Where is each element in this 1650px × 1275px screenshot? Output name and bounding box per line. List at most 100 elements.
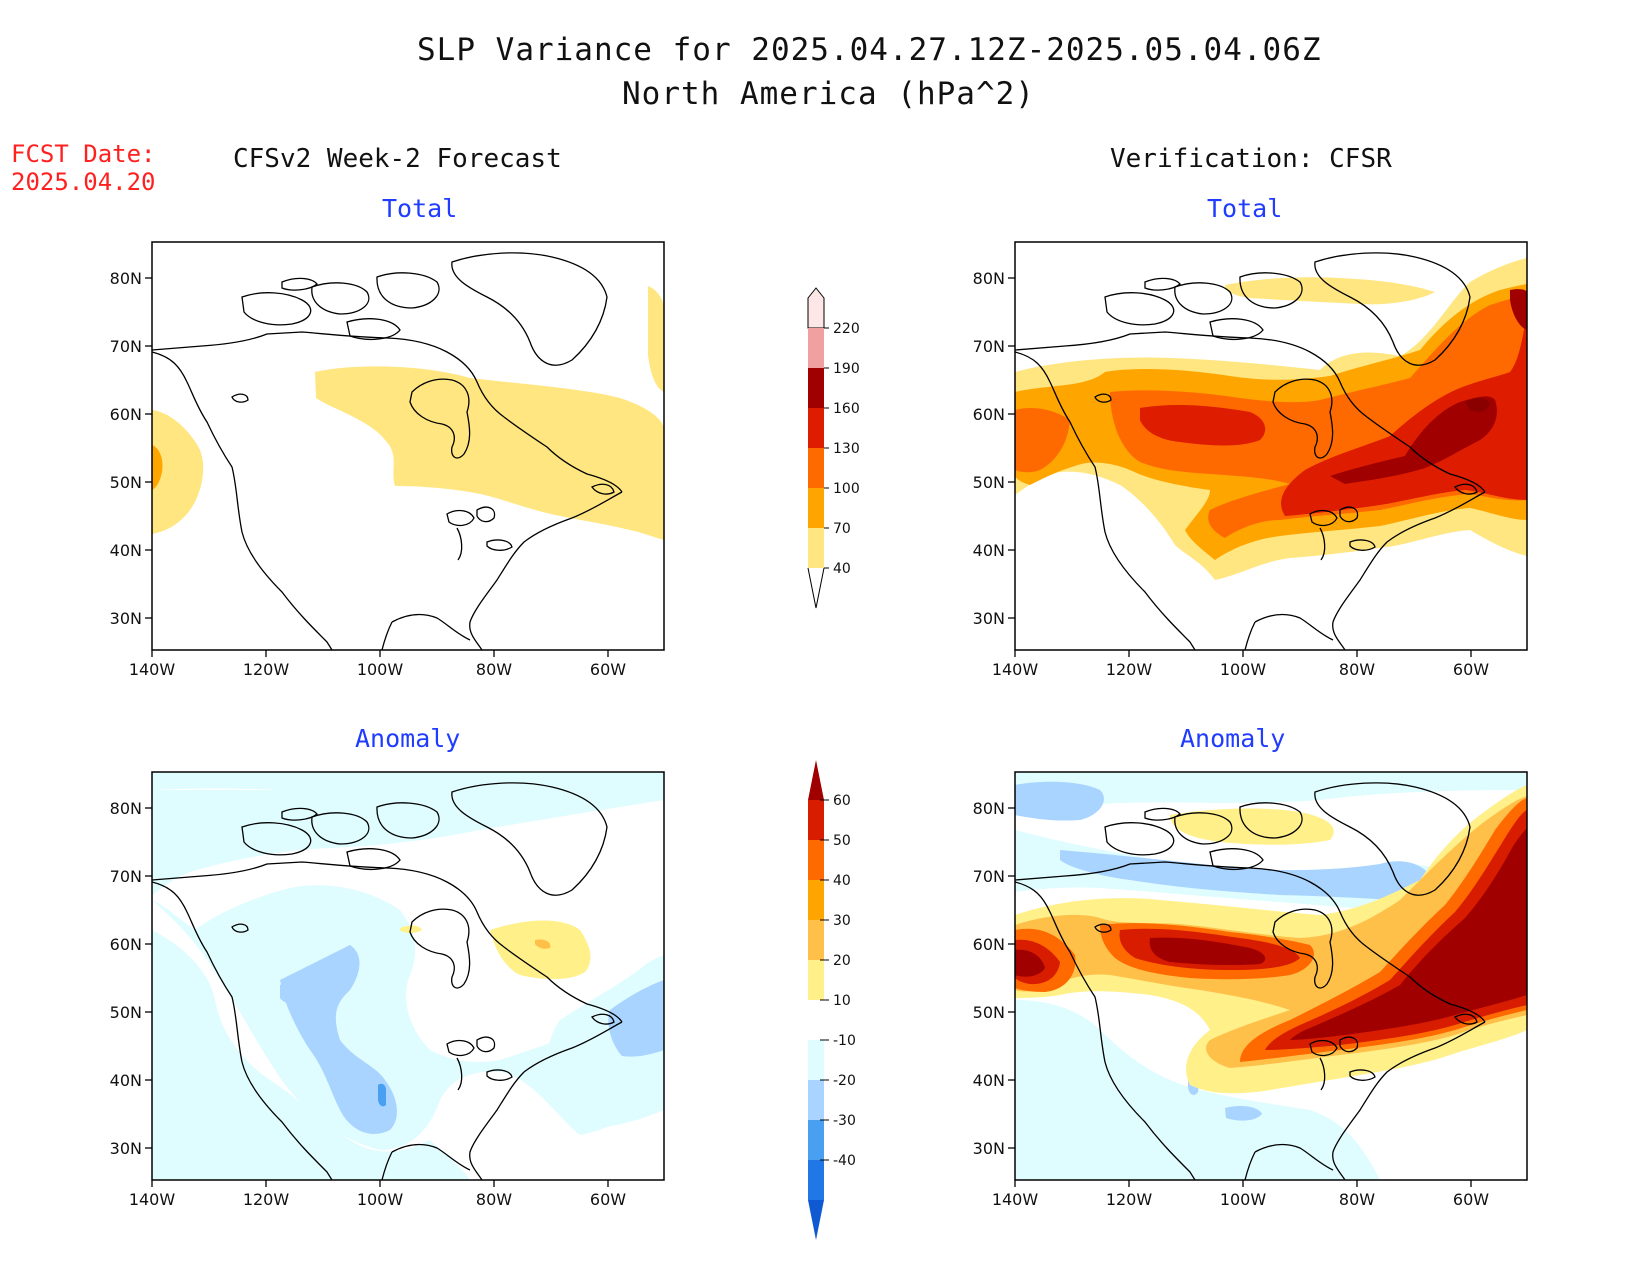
colorbar-total-cap-top: [807, 287, 825, 329]
forecast-anomaly-contour-minus10-sw: [152, 930, 470, 1180]
lat-tick-label: 50N: [973, 1003, 1005, 1022]
verification-total-contour-160: [1330, 396, 1497, 484]
lat-tick-label: 80N: [973, 269, 1005, 288]
colorbar-anomaly-swatch: [808, 920, 824, 960]
colorbar-anomaly-swatch: [808, 960, 824, 1000]
colorbar-total: 220 190 160 130 100 70 40: [807, 287, 860, 609]
forecast-total-contour-70-west: [152, 445, 163, 490]
colorbar-anomaly-swatch: [808, 880, 824, 920]
colorbar-total-cap-bottom: [807, 567, 825, 609]
lat-tick-label: 60N: [973, 935, 1005, 954]
verification-total-contour-130-north: [1140, 405, 1266, 446]
colorbar-total-label: 70: [833, 521, 851, 537]
forecast-anomaly-contour-minus10-main: [152, 885, 664, 1150]
verification-anomaly-contour-minus20-south: [1225, 1106, 1262, 1121]
verification-anomaly-contour-60-north: [1149, 937, 1266, 966]
lon-tick-label: 80W: [1339, 660, 1375, 679]
forecast-anomaly-contour-minus10-arctic: [152, 790, 664, 895]
lon-tick-label: 60W: [590, 1190, 626, 1209]
colorbar-anomaly-cap-bottom: [808, 1200, 824, 1240]
colorbar-total-label: 40: [833, 561, 851, 577]
lat-tick-label: 60N: [973, 405, 1005, 424]
lon-tick-label: 120W: [1106, 660, 1153, 679]
lat-tick-label: 40N: [973, 541, 1005, 560]
colorbar-anomaly-swatch: [808, 1160, 824, 1200]
forecast-anomaly-contour-10: [490, 920, 591, 980]
forecast-anomaly-contour-20: [535, 939, 551, 949]
lat-tick-label: 30N: [110, 1139, 142, 1158]
colorbar-anomaly-label: 50: [833, 833, 851, 849]
lat-tick-label: 50N: [110, 1003, 142, 1022]
colorbar-total-label: 130: [833, 441, 860, 457]
forecast-total-title: Total: [382, 194, 458, 223]
verification-anomaly-contour-minus10-north: [1015, 772, 1527, 806]
colorbar-anomaly-label: -40: [833, 1153, 856, 1169]
lon-tick-label: 140W: [129, 1190, 176, 1209]
lon-tick-label: 60W: [1453, 1190, 1489, 1209]
lon-tick-label: 120W: [243, 660, 290, 679]
colorbar-anomaly-label: -30: [833, 1113, 856, 1129]
forecast-total-panel: [151, 241, 665, 651]
forecast-total-contour-40-west: [152, 410, 204, 534]
colorbar-anomaly-swatch: [808, 1040, 824, 1080]
lat-tick-label: 40N: [110, 1071, 142, 1090]
colorbar-anomaly-label: -20: [833, 1073, 856, 1089]
verification-total-contour-160-ne: [1510, 289, 1527, 330]
colorbar-total-label: 190: [833, 361, 860, 377]
colorbar-anomaly-label: -10: [833, 1033, 856, 1049]
forecast-column-title: CFSv2 Week-2 Forecast: [233, 144, 562, 174]
colorbar-anomaly-label: 30: [833, 913, 851, 929]
lat-tick-label: 60N: [110, 935, 142, 954]
forecast-total-contour-40-east: [315, 366, 664, 540]
lat-tick-label: 80N: [110, 269, 142, 288]
verification-total-contour-130-east: [1281, 310, 1527, 516]
colorbar-total-swatch: [808, 328, 824, 368]
lat-tick-label: 80N: [110, 799, 142, 818]
verification-column-title: Verification: CFSR: [1110, 144, 1392, 174]
lon-tick-label: 100W: [357, 1190, 404, 1209]
lat-tick-label: 50N: [110, 473, 142, 492]
colorbar-anomaly-swatch: [808, 1000, 824, 1040]
colorbar-anomaly: 60 50 40 30 20 10 -10 -20 -30 -40: [808, 760, 856, 1240]
lat-tick-label: 30N: [110, 609, 142, 628]
forecast-anomaly-title: Anomaly: [355, 724, 461, 753]
lon-tick-label: 80W: [476, 660, 512, 679]
verification-total-panel: [1014, 241, 1528, 651]
colorbar-anomaly-label: 10: [833, 993, 851, 1009]
lon-tick-label: 80W: [1339, 1190, 1375, 1209]
colorbar-anomaly-swatch: [808, 800, 824, 840]
verification-anomaly-contour-60: [1290, 828, 1527, 1040]
lon-tick-label: 100W: [1220, 1190, 1267, 1209]
colorbar-anomaly-swatch: [808, 1120, 824, 1160]
colorbar-total-label: 100: [833, 481, 860, 497]
map-title: SLP Variance for 2025.04.27.12Z-2025.05.…: [417, 32, 1322, 68]
colorbar-total-swatch: [808, 448, 824, 488]
colorbar-anomaly-cap-top: [808, 760, 824, 800]
lat-tick-label: 60N: [110, 405, 142, 424]
colorbar-total-label: 160: [833, 401, 860, 417]
verification-total-contour-40-arctic: [1225, 277, 1435, 305]
lon-tick-label: 60W: [590, 660, 626, 679]
colorbar-anomaly-label: 20: [833, 953, 851, 969]
lat-tick-label: 70N: [110, 867, 142, 886]
lon-tick-label: 60W: [1453, 660, 1489, 679]
colorbar-anomaly-swatch: [808, 840, 824, 880]
verification-anomaly-contour-10-arctic: [1170, 808, 1334, 845]
colorbar-total-label: 220: [833, 321, 860, 337]
lat-tick-label: 40N: [973, 1071, 1005, 1090]
colorbar-total-swatch: [808, 408, 824, 448]
lat-tick-label: 80N: [973, 799, 1005, 818]
lon-tick-label: 140W: [992, 660, 1039, 679]
lat-tick-label: 70N: [973, 867, 1005, 886]
lon-tick-label: 100W: [357, 660, 404, 679]
colorbar-anomaly-swatch: [808, 1080, 824, 1120]
verification-anomaly-contour-60-west: [1015, 949, 1045, 977]
forecast-total-contour-40-ne: [648, 286, 664, 392]
lon-tick-label: 120W: [1106, 1190, 1153, 1209]
lat-tick-label: 30N: [973, 1139, 1005, 1158]
verification-anomaly-panel: [1014, 771, 1528, 1181]
colorbar-anomaly-label: 40: [833, 873, 851, 889]
fcst-date-label: FCST Date:: [11, 140, 156, 168]
colorbar-total-swatch: [808, 528, 824, 568]
map-subtitle: North America (hPa^2): [622, 76, 1035, 112]
